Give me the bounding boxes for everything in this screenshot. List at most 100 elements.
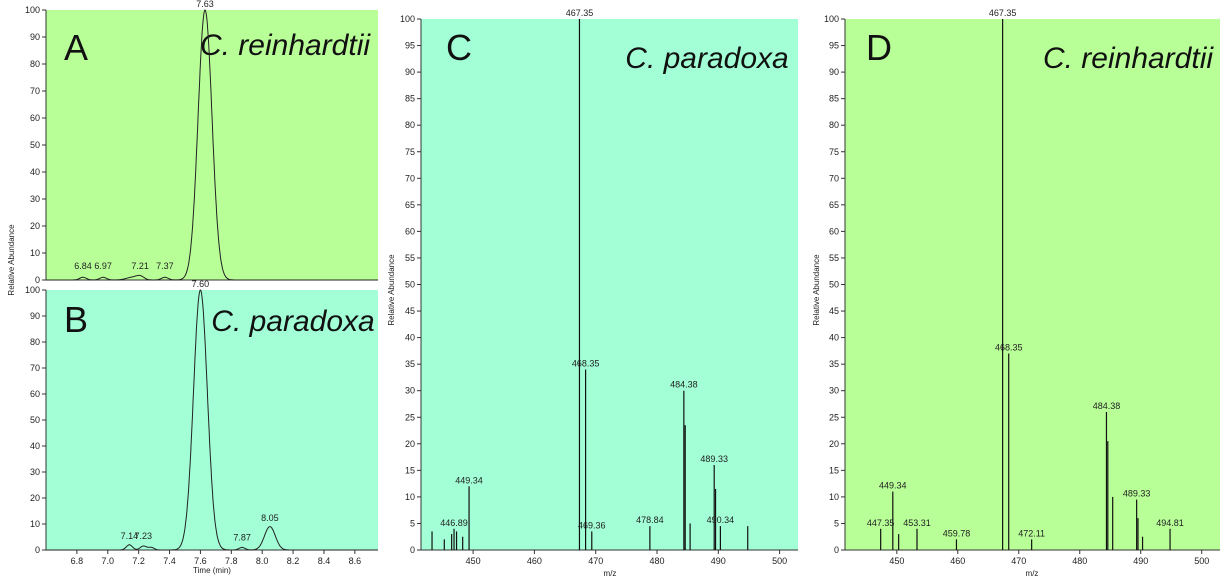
- peak-label: 472.11: [1018, 528, 1045, 538]
- peak-label: 467.35: [989, 8, 1017, 18]
- y-tick-label: 100: [400, 14, 415, 24]
- y-tick-label: 80: [30, 59, 40, 69]
- peak-label: 484.38: [670, 380, 698, 390]
- y-axis-label: Relative Abundance: [387, 254, 396, 326]
- y-tick-label: 5: [834, 518, 839, 528]
- y-tick-label: 30: [30, 194, 40, 204]
- y-tick-label: 0: [35, 275, 40, 285]
- x-tick-label: 8.0: [256, 556, 269, 566]
- y-tick-label: 100: [25, 285, 40, 295]
- y-tick-label: 10: [829, 492, 839, 502]
- peak-label: 489.33: [1123, 489, 1151, 499]
- y-tick-label: 25: [829, 412, 839, 422]
- y-tick-label: 95: [405, 41, 415, 51]
- x-tick-label: 450: [889, 556, 904, 566]
- y-tick-label: 10: [405, 492, 415, 502]
- x-tick-label: 480: [649, 556, 664, 566]
- plot-area-B: [46, 290, 378, 550]
- y-tick-label: 100: [824, 14, 839, 24]
- organism-label: C. paradoxa: [625, 42, 788, 75]
- y-tick-label: 10: [30, 248, 40, 258]
- organism-label: C. reinhardtii: [200, 29, 371, 62]
- y-tick-label: 80: [405, 120, 415, 130]
- y-tick-label: 10: [30, 519, 40, 529]
- x-tick-label: 7.6: [194, 556, 207, 566]
- y-tick-label: 0: [834, 545, 839, 555]
- y-tick-label: 55: [405, 253, 415, 263]
- y-tick-label: 60: [405, 226, 415, 236]
- organism-label: C. paradoxa: [211, 305, 374, 338]
- peak-label: 7.87: [233, 533, 251, 543]
- peak-label: 7.21: [131, 261, 149, 271]
- peak-label: 459.78: [943, 528, 971, 538]
- y-tick-label: 20: [405, 439, 415, 449]
- peak-label: 446.89: [440, 518, 468, 528]
- peak-label: 7.63: [196, 0, 214, 9]
- peak-label: 7.60: [192, 279, 210, 289]
- y-tick-label: 90: [30, 32, 40, 42]
- x-tick-label: 500: [772, 556, 787, 566]
- x-tick-label: 450: [466, 556, 481, 566]
- y-tick-label: 70: [405, 173, 415, 183]
- y-tick-label: 0: [35, 545, 40, 555]
- peak-label: 484.38: [1093, 401, 1121, 411]
- y-tick-label: 80: [30, 337, 40, 347]
- peak-label: 468.35: [995, 343, 1023, 353]
- x-tick-label: 460: [950, 556, 965, 566]
- y-tick-label: 70: [829, 173, 839, 183]
- y-tick-label: 75: [829, 147, 839, 157]
- peak-label: 489.33: [700, 454, 728, 464]
- y-tick-label: 50: [829, 280, 839, 290]
- y-tick-label: 35: [829, 359, 839, 369]
- y-tick-label: 40: [30, 167, 40, 177]
- x-tick-label: 7.0: [102, 556, 115, 566]
- x-tick-label: 460: [527, 556, 542, 566]
- y-tick-label: 50: [30, 415, 40, 425]
- x-tick-label: 7.8: [225, 556, 238, 566]
- y-tick-label: 65: [829, 200, 839, 210]
- x-tick-label: 7.4: [163, 556, 176, 566]
- plot-area-C: [421, 19, 798, 550]
- panel-letter: A: [64, 27, 88, 68]
- y-tick-label: 95: [829, 41, 839, 51]
- x-axis-label: m/z: [1026, 569, 1039, 578]
- y-tick-label: 20: [30, 221, 40, 231]
- x-tick-label: 480: [1072, 556, 1087, 566]
- y-tick-label: 60: [829, 226, 839, 236]
- peak-label: 6.84: [74, 261, 92, 271]
- peak-label: 478.84: [636, 515, 664, 525]
- y-axis-label: Relative Abundance: [812, 254, 821, 326]
- peak-label: 7.14: [121, 531, 139, 541]
- y-tick-label: 100: [25, 5, 40, 15]
- y-tick-label: 40: [405, 333, 415, 343]
- y-tick-label: 30: [829, 386, 839, 396]
- x-tick-label: 8.2: [287, 556, 300, 566]
- y-tick-label: 0: [410, 545, 415, 555]
- x-tick-label: 6.8: [71, 556, 84, 566]
- x-tick-label: 500: [1194, 556, 1209, 566]
- y-tick-label: 50: [405, 280, 415, 290]
- x-tick-label: 7.2: [132, 556, 145, 566]
- peak-label: 494.81: [1156, 518, 1184, 528]
- y-tick-label: 90: [405, 67, 415, 77]
- y-tick-label: 30: [30, 467, 40, 477]
- y-tick-label: 20: [829, 439, 839, 449]
- y-tick-label: 45: [829, 306, 839, 316]
- peak-label: 447.35: [867, 518, 895, 528]
- y-tick-label: 15: [829, 465, 839, 475]
- y-tick-label: 30: [405, 386, 415, 396]
- panel-letter: B: [64, 299, 88, 340]
- x-tick-label: 470: [1011, 556, 1026, 566]
- y-tick-label: 15: [405, 465, 415, 475]
- y-tick-label: 35: [405, 359, 415, 369]
- chromatogram-trace: [46, 289, 378, 551]
- x-tick-label: 470: [588, 556, 603, 566]
- panel-letter: C: [446, 27, 472, 68]
- y-tick-label: 80: [829, 120, 839, 130]
- plot-area-D: [845, 19, 1220, 550]
- y-tick-label: 90: [30, 311, 40, 321]
- x-tick-label: 490: [1133, 556, 1148, 566]
- y-tick-label: 20: [30, 493, 40, 503]
- y-tick-label: 70: [30, 363, 40, 373]
